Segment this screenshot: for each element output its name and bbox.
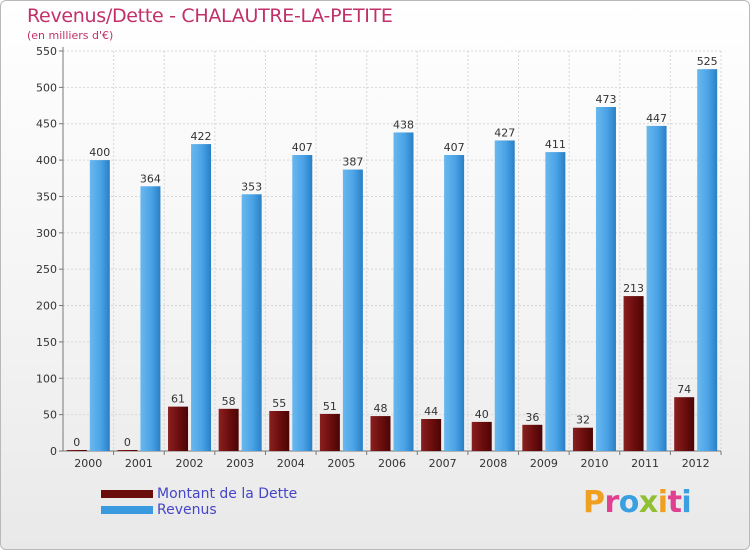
y-tick-label: 400 <box>36 154 57 167</box>
y-tick-label: 350 <box>36 190 57 203</box>
logo-letter: x <box>638 485 658 520</box>
x-tick-label: 2007 <box>429 457 457 470</box>
bar-dette <box>623 296 644 451</box>
data-label-dette: 0 <box>73 436 80 449</box>
data-label-revenus: 364 <box>140 172 161 185</box>
logo-letter: r <box>604 485 620 520</box>
bar-revenus <box>393 132 414 452</box>
x-tick-label: 2003 <box>226 457 254 470</box>
bar-dette <box>572 427 593 451</box>
data-label-revenus: 411 <box>545 138 566 151</box>
x-tick-label: 2012 <box>682 457 710 470</box>
x-tick-label: 2006 <box>378 457 406 470</box>
chart-legend: Montant de la Dette Revenus <box>101 486 297 518</box>
bar-revenus <box>545 152 566 451</box>
x-tick-label: 2005 <box>327 457 355 470</box>
y-tick-label: 200 <box>36 300 57 313</box>
logo-letter: P <box>583 485 605 520</box>
bar-dette <box>117 450 138 451</box>
y-tick-label: 500 <box>36 81 57 94</box>
logo-letter: o <box>618 485 640 520</box>
data-label-dette: 74 <box>677 383 691 396</box>
data-label-revenus: 422 <box>191 130 212 143</box>
data-label-dette: 44 <box>424 405 438 418</box>
bar-revenus <box>595 107 616 451</box>
data-label-revenus: 525 <box>697 55 718 68</box>
data-label-dette: 0 <box>124 436 131 449</box>
bar-revenus <box>646 125 667 451</box>
data-label-dette: 36 <box>525 411 539 424</box>
y-tick-label: 300 <box>36 227 57 240</box>
legend-item-revenus: Revenus <box>101 502 297 518</box>
x-tick-label: 2004 <box>277 457 305 470</box>
bar-dette <box>269 411 290 451</box>
bar-revenus <box>494 140 515 452</box>
bar-dette <box>218 408 239 451</box>
data-label-revenus: 407 <box>444 141 465 154</box>
legend-swatch-revenus <box>101 506 153 514</box>
data-label-dette: 51 <box>323 400 337 413</box>
logo-letter: i <box>657 485 668 520</box>
legend-swatch-debt <box>101 490 153 498</box>
legend-label-revenus: Revenus <box>157 502 217 518</box>
data-label-dette: 32 <box>576 414 590 427</box>
x-tick-label: 2002 <box>176 457 204 470</box>
chart-title: Revenus/Dette - CHALAUTRE-LA-PETITE <box>27 5 393 27</box>
data-label-revenus: 407 <box>292 141 313 154</box>
data-label-dette: 48 <box>374 402 388 415</box>
bar-revenus <box>140 186 161 452</box>
data-label-dette: 55 <box>272 397 286 410</box>
data-label-revenus: 447 <box>646 112 667 125</box>
x-tick-label: 2011 <box>631 457 659 470</box>
y-tick-label: 250 <box>36 263 57 276</box>
data-label-dette: 58 <box>222 395 236 408</box>
proxiti-logo: Proxiti <box>583 485 692 520</box>
y-tick-label: 450 <box>36 118 57 131</box>
data-label-dette: 213 <box>623 282 644 295</box>
y-tick-label: 100 <box>36 372 57 385</box>
logo-letter: i <box>681 485 692 520</box>
data-label-revenus: 473 <box>595 93 616 106</box>
bar-revenus <box>444 155 465 451</box>
bar-dette <box>421 419 442 451</box>
bar-dette <box>674 397 695 451</box>
bar-dette <box>522 424 543 451</box>
logo-letter: t <box>667 485 682 520</box>
x-tick-label: 2010 <box>580 457 608 470</box>
y-tick-label: 550 <box>36 45 57 58</box>
bar-revenus <box>292 155 313 451</box>
chart-subtitle: (en milliers d'€) <box>27 29 114 42</box>
bar-revenus <box>697 69 718 451</box>
bar-revenus <box>241 194 262 452</box>
bar-revenus <box>342 169 363 451</box>
bar-dette <box>66 450 87 451</box>
y-tick-label: 0 <box>50 445 57 458</box>
x-tick-label: 2009 <box>530 457 558 470</box>
bar-dette <box>168 406 189 451</box>
legend-label-debt: Montant de la Dette <box>157 486 298 502</box>
x-tick-label: 2000 <box>74 457 102 470</box>
bar-revenus <box>191 144 212 451</box>
data-label-dette: 61 <box>171 393 185 406</box>
data-label-revenus: 353 <box>241 180 262 193</box>
data-label-revenus: 400 <box>89 146 110 159</box>
y-tick-label: 50 <box>43 409 57 422</box>
y-tick-label: 150 <box>36 336 57 349</box>
bar-dette <box>370 416 391 451</box>
bar-dette <box>471 421 492 451</box>
data-label-revenus: 438 <box>393 118 414 131</box>
data-label-revenus: 387 <box>342 156 363 169</box>
bar-dette <box>319 413 340 451</box>
bar-revenus <box>89 160 110 451</box>
data-label-dette: 40 <box>475 408 489 421</box>
x-tick-label: 2001 <box>125 457 153 470</box>
legend-item-debt: Montant de la Dette <box>101 486 297 502</box>
x-tick-label: 2008 <box>479 457 507 470</box>
data-label-revenus: 427 <box>494 126 515 139</box>
